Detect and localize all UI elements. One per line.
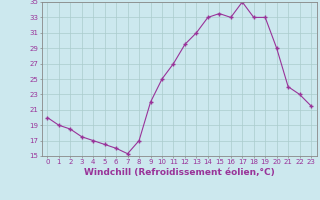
X-axis label: Windchill (Refroidissement éolien,°C): Windchill (Refroidissement éolien,°C)	[84, 168, 275, 177]
